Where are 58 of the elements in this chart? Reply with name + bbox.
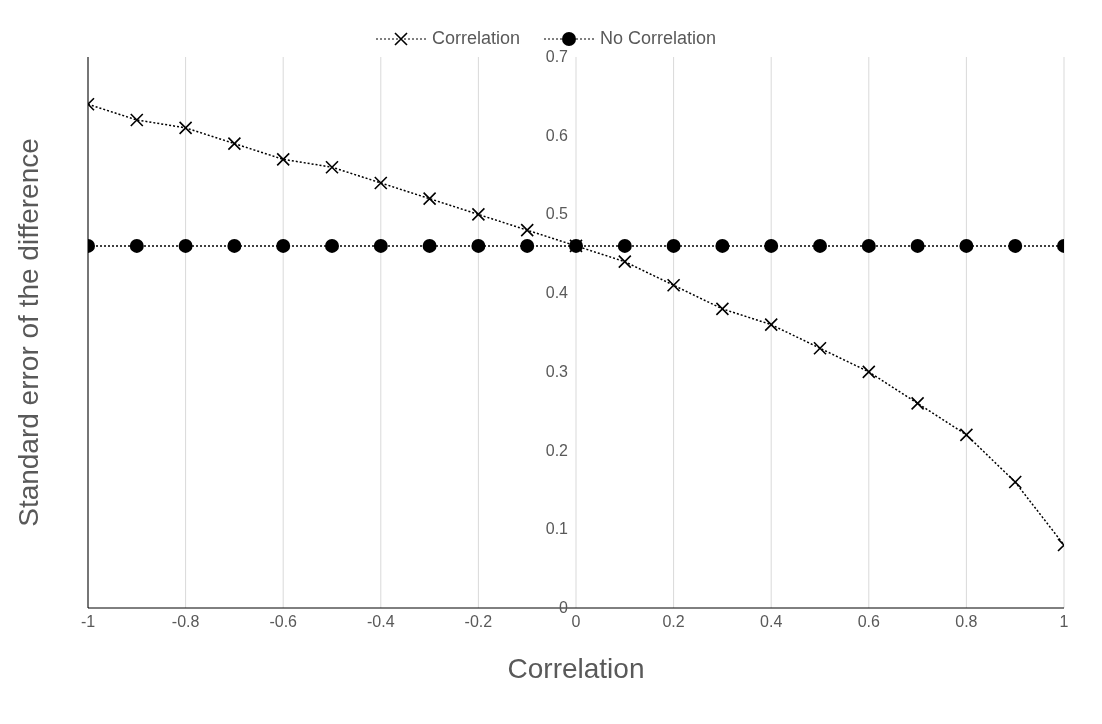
x-tick-label: 1	[1059, 613, 1069, 631]
point	[178, 121, 193, 135]
y-tick-label: 0.2	[545, 441, 569, 459]
point	[666, 238, 681, 253]
x-tick-label: 0	[571, 613, 581, 631]
x-axis-title: Correlation	[507, 653, 645, 684]
x-tick-label: -0.6	[269, 613, 298, 631]
point	[325, 238, 339, 253]
point	[227, 136, 242, 151]
point	[813, 238, 827, 253]
point	[422, 238, 437, 253]
x-tick-label: -0.8	[171, 613, 200, 631]
point	[422, 191, 437, 206]
y-tick-label: 0.4	[545, 284, 569, 302]
x-tick-label: 0.4	[760, 613, 783, 631]
point	[910, 396, 925, 411]
point	[1008, 475, 1022, 489]
point	[813, 341, 827, 356]
point	[959, 428, 974, 442]
point	[1008, 238, 1023, 253]
point	[959, 238, 974, 253]
y-axis-title: Standard error of the difference	[12, 138, 44, 527]
y-tick-label: 0.5	[545, 205, 569, 223]
point	[861, 238, 876, 253]
point	[715, 302, 730, 316]
point	[764, 238, 779, 253]
legend-label: Correlation	[430, 28, 520, 49]
point	[325, 160, 339, 174]
point	[471, 238, 486, 253]
point	[520, 223, 534, 237]
legend-label: No Correlation	[599, 28, 717, 49]
y-tick-label: 0.1	[545, 520, 569, 538]
point	[130, 113, 144, 127]
y-tick-label: 0.3	[545, 362, 569, 380]
point	[520, 238, 535, 253]
point	[276, 152, 290, 167]
x-tick-label: 0.6	[857, 613, 881, 631]
point	[227, 238, 242, 253]
x-tick-label: -0.2	[464, 613, 493, 631]
x-tick-label: 0.8	[955, 613, 978, 631]
point	[862, 365, 876, 379]
point	[374, 176, 388, 190]
x-tick-label: -0.4	[367, 613, 395, 631]
point	[618, 254, 632, 269]
point	[178, 238, 193, 253]
point	[373, 238, 388, 253]
x-tick-label: -1	[80, 613, 96, 631]
x-tick-label: 0.2	[662, 613, 685, 631]
point	[617, 238, 632, 253]
point	[471, 207, 486, 222]
y-tick-label: 0.7	[545, 48, 569, 65]
point	[910, 238, 925, 253]
point	[276, 238, 291, 253]
point	[129, 238, 144, 253]
point	[715, 238, 730, 253]
point	[666, 278, 681, 293]
point	[764, 317, 778, 332]
y-tick-label: 0.6	[545, 126, 569, 144]
